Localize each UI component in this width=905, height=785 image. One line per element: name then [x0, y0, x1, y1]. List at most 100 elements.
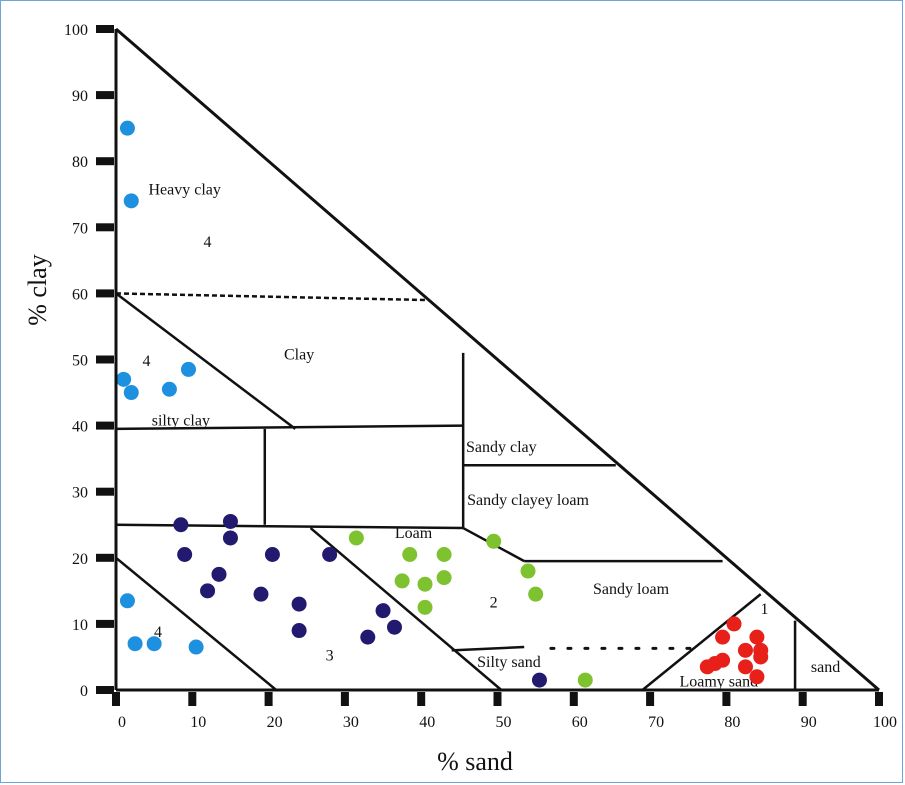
y-tick-mark: [96, 619, 114, 628]
data-point: [264, 546, 280, 562]
x-tick-label: 40: [419, 714, 435, 731]
y-tick-label: 20: [72, 551, 88, 568]
data-point: [436, 546, 452, 562]
x-tick-mark: [646, 692, 655, 706]
x-tick-mark: [722, 692, 731, 706]
data-point: [394, 573, 410, 589]
x-tick-mark: [340, 692, 349, 706]
x-tick-label: 90: [801, 714, 817, 731]
boundary-line: [115, 424, 464, 431]
region-label: Loamy sand: [679, 674, 758, 691]
region-label: 1: [761, 601, 769, 618]
data-point: [253, 586, 269, 602]
y-tick-label: 70: [72, 220, 88, 237]
x-tick-mark: [798, 692, 807, 706]
x-tick-label: 80: [724, 714, 740, 731]
data-point: [211, 566, 227, 582]
data-point: [188, 639, 204, 655]
region-label: Sandy loam: [593, 581, 670, 598]
data-point: [715, 629, 731, 645]
data-point: [119, 120, 135, 136]
x-tick-label: 10: [190, 714, 206, 731]
y-tick-mark: [96, 25, 114, 33]
boundary-line: [641, 593, 762, 691]
boundary-line: [115, 292, 297, 430]
region-label: Loam: [395, 525, 433, 542]
y-tick-mark: [96, 487, 114, 496]
x-tick-label: 30: [343, 714, 359, 731]
region-label: 3: [326, 647, 334, 664]
y-tick-mark: [96, 157, 114, 166]
axis-ticks: 0 10 20 30 40 50 60 70 80 90 100 0 10 20 30 40 50 60 70 80 9…: [64, 22, 897, 731]
boundary-line: [115, 556, 278, 691]
region-label: 2: [490, 594, 498, 611]
data-point: [528, 586, 544, 602]
region-label: Clay: [284, 347, 314, 364]
y-tick-label: 30: [72, 485, 88, 502]
x-tick-label: 0: [118, 714, 126, 731]
data-point: [737, 642, 753, 658]
region-label: sand: [811, 659, 840, 676]
x-tick-label: 20: [267, 714, 283, 731]
data-point: [486, 533, 502, 549]
x-tick-label: 100: [873, 714, 897, 731]
data-point: [222, 513, 238, 529]
y-tick-label: 50: [72, 353, 88, 370]
data-point: [417, 599, 433, 615]
data-point: [119, 593, 135, 609]
region-labels: Heavy clay 4 4 Clay silty clay Sandy clay Sand…: [143, 181, 841, 690]
data-point: [322, 546, 338, 562]
data-point: [726, 616, 742, 632]
x-axis-title: % sand: [437, 747, 513, 776]
y-tick-label: 40: [72, 419, 88, 436]
data-point: [123, 193, 139, 209]
region-label: 4: [154, 624, 162, 641]
y-tick-mark: [96, 355, 114, 364]
region-label: silty clay: [152, 413, 210, 430]
x-tick-mark: [188, 692, 197, 706]
data-point: [417, 576, 433, 592]
data-point: [360, 629, 376, 645]
data-point: [737, 659, 753, 675]
x-tick-label: 60: [572, 714, 588, 731]
y-tick-mark: [96, 289, 114, 298]
data-point: [375, 603, 391, 619]
x-tick-label: 50: [496, 714, 512, 731]
x-tick-label: 70: [648, 714, 664, 731]
y-tick-mark: [96, 686, 114, 694]
data-point: [161, 381, 177, 397]
x-tick-mark: [112, 692, 120, 706]
y-tick-label: 90: [72, 88, 88, 105]
region-label: 4: [204, 234, 212, 251]
data-point: [531, 672, 547, 688]
data-point: [123, 385, 139, 401]
data-point: [173, 517, 189, 533]
axes: [114, 27, 880, 692]
data-point: [291, 623, 307, 639]
region-label: Sandy clayey loam: [467, 492, 589, 509]
data-point: [699, 659, 715, 675]
boundary-dashed-line: [115, 292, 426, 302]
x-tick-mark: [875, 692, 883, 706]
y-tick-label: 80: [72, 154, 88, 171]
x-tick-mark: [417, 692, 426, 706]
region-label: 4: [143, 353, 151, 370]
data-point: [200, 583, 216, 599]
data-point: [402, 546, 418, 562]
region-boundaries: [115, 292, 797, 691]
data-point: [436, 570, 452, 586]
data-point: [386, 619, 402, 635]
boundary-line: [309, 527, 503, 691]
y-tick-label: 0: [80, 683, 88, 700]
boundary-line: [451, 645, 525, 652]
y-tick-label: 10: [72, 617, 88, 634]
data-point: [753, 649, 769, 665]
x-tick-mark: [264, 692, 273, 706]
x-tick-mark: [569, 692, 578, 706]
data-point: [222, 530, 238, 546]
y-tick-mark: [96, 223, 114, 232]
data-point: [146, 636, 162, 652]
data-point: [291, 596, 307, 612]
y-tick-label: 100: [64, 22, 88, 39]
